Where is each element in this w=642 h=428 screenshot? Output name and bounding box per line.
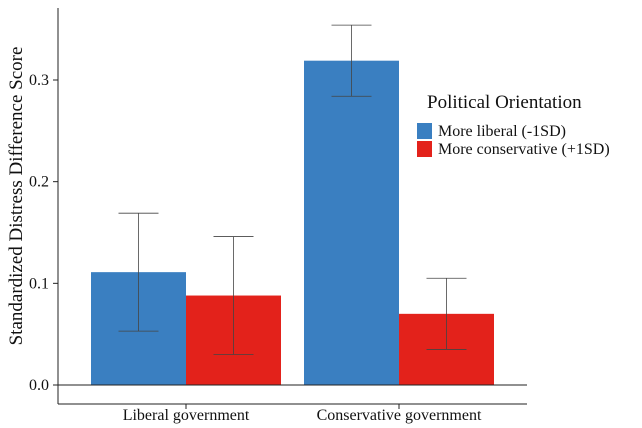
y-tick-label: 0.0 (29, 377, 49, 394)
x-tick-label: Liberal government (123, 407, 250, 424)
y-tick-label: 0.2 (29, 174, 49, 191)
y-ticks-group: 0.0 0.1 0.2 0.3 (29, 72, 58, 394)
legend: Political Orientation More liberal (-1SD… (417, 92, 610, 158)
x-tick-label: Conservative government (317, 407, 482, 424)
legend-title: Political Orientation (427, 92, 582, 113)
legend-label: More liberal (-1SD) (438, 123, 566, 140)
legend-swatch (417, 141, 432, 157)
legend-label: More conservative (+1SD) (438, 141, 610, 158)
y-axis-title: Standardized Distress Difference Score (6, 47, 27, 346)
axes-group (57, 8, 527, 405)
legend-swatch (417, 123, 432, 139)
x-ticks-group: Liberal government Conservative governmen… (123, 404, 482, 424)
y-tick-label: 0.1 (29, 275, 49, 292)
bar (304, 60, 399, 385)
error-bars-group (118, 24, 467, 355)
y-tick-label: 0.3 (29, 72, 49, 89)
